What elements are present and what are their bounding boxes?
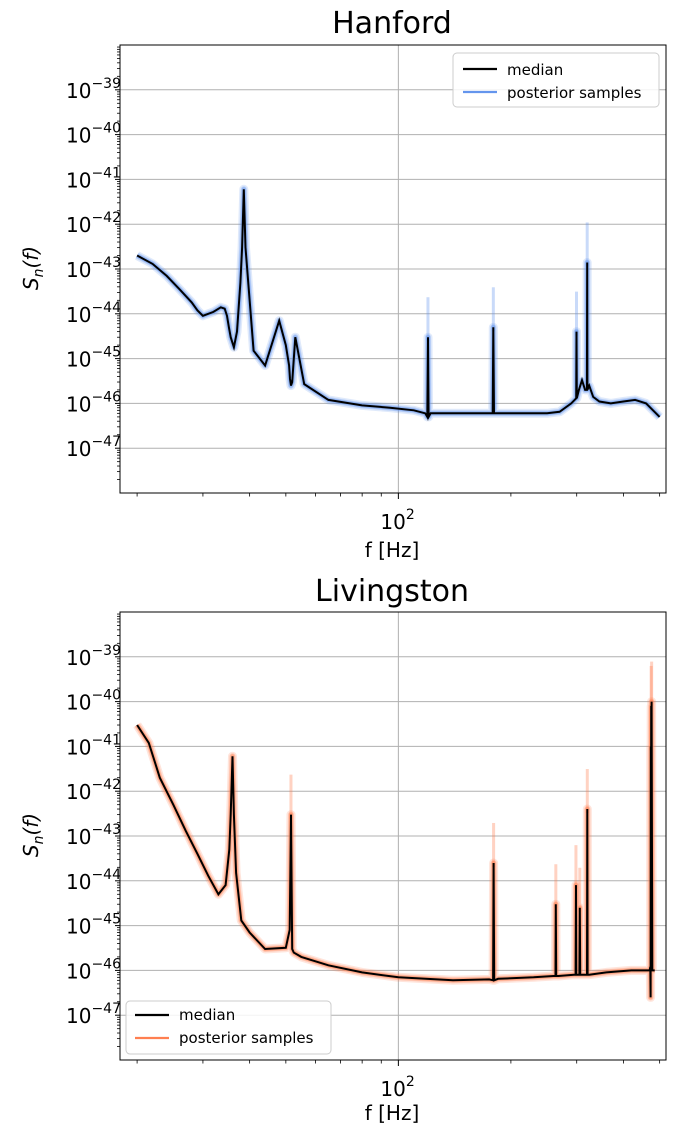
x-axis-label-livingston: f [Hz] [365, 1101, 420, 1125]
median-line-hanford [136, 189, 661, 421]
chart-livingston: Livingston 10−39 10−40 10−41 10−42 10−43 10−4… [19, 574, 667, 1125]
y-tick-label: 10−47 [66, 1001, 121, 1028]
chart-hanford: Hanford 10−3910−4010−4110−4210−4310−4410… [19, 6, 667, 562]
y-ticks-hanford: 10−39 10−40 10−41 10−42 10−43 10−44 10−45 10−46… [66, 46, 121, 480]
y-tick-label: 10−44 [66, 300, 121, 327]
x-tick-label: 102 [380, 507, 414, 534]
y-ticks-livingston: 10−39 10−40 10−41 10−42 10−43 10−44 10−45 10−46… [66, 613, 121, 1047]
y-tick-label: 10−46 [66, 389, 121, 416]
median-line-livingston [136, 701, 655, 998]
y-axis-label-livingston: Sn(f) [19, 813, 47, 857]
y-axis-label-hanford: Sn(f) [19, 246, 47, 290]
y-tick-label: 10−42 [66, 210, 121, 237]
y-tick-label: 10−44 [66, 867, 121, 894]
legend-hanford: median posterior samples [452, 52, 660, 108]
legend-box-hanford [452, 52, 660, 108]
legend-livingston: median posterior samples [125, 1000, 332, 1055]
y-tick-label: 10−39 [66, 643, 121, 670]
y-tick-label: 10−47 [66, 434, 121, 461]
x-ticks-hanford: 102 [136, 493, 661, 534]
y-tick-label: 10−41 [66, 732, 121, 759]
y-tick-label: 10−39 [66, 76, 121, 103]
x-ticks-livingston: 102 [136, 1060, 661, 1101]
y-tick-label: 10−41 [66, 165, 121, 192]
y-tick-label: 10−42 [66, 777, 121, 804]
legend-label-samples-livingston: posterior samples [179, 1029, 314, 1047]
x-axis-label-hanford: f [Hz] [365, 538, 420, 562]
y-tick-label: 10−43 [66, 255, 121, 282]
chart-title-hanford: Hanford [332, 6, 452, 41]
x-tick-label: 102 [380, 1074, 414, 1101]
y-tick-label: 10−40 [66, 688, 121, 715]
legend-label-median-livingston: median [179, 1006, 235, 1024]
legend-label-samples-hanford: posterior samples [507, 84, 642, 102]
y-tick-label: 10−46 [66, 956, 121, 983]
legend-box-livingston [125, 1000, 332, 1055]
y-tick-label: 10−40 [66, 121, 121, 148]
y-tick-label: 10−45 [66, 912, 121, 939]
y-tick-label: 10−43 [66, 822, 121, 849]
legend-label-median-hanford: median [507, 61, 563, 79]
y-tick-label: 10−45 [66, 345, 121, 372]
chart-title-livingston: Livingston [315, 574, 469, 609]
